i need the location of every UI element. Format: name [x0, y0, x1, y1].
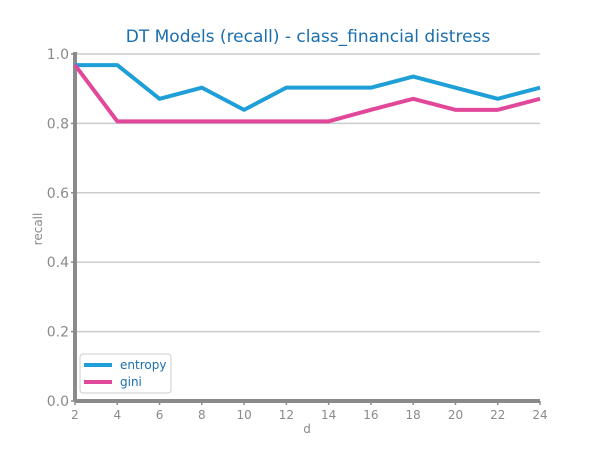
x-tick-label: 14 — [321, 408, 336, 422]
x-tick-label: 10 — [236, 408, 251, 422]
grid-lines — [75, 53, 540, 333]
legend-label-gini: gini — [120, 375, 142, 389]
x-tick-label: 8 — [198, 408, 206, 422]
legend: entropy gini — [79, 353, 172, 394]
series-line-entropy — [75, 63, 541, 112]
x-tick-label: 4 — [113, 408, 121, 422]
chart-title: DT Models (recall) - class_financial dis… — [126, 27, 491, 47]
series-line-gini — [73, 63, 541, 124]
x-tick-label: 18 — [406, 408, 421, 422]
axes: 0.00.20.40.60.81.02 4 6 8 10 12 14 16 18 20 22 24 — [47, 47, 548, 422]
y-tick-label: 1.0 — [47, 47, 69, 63]
y-tick-label: 0.4 — [47, 255, 69, 271]
y-tick-label: 0.2 — [47, 325, 69, 341]
y-axis-label: recall — [31, 213, 45, 246]
y-tick-label: 0.8 — [47, 116, 69, 132]
x-tick-label: 16 — [363, 408, 378, 422]
x-tick-label: 12 — [279, 408, 294, 422]
x-tick-label: 22 — [490, 408, 505, 422]
y-tick-label: 0.6 — [47, 186, 69, 202]
x-tick-label: 24 — [532, 408, 547, 422]
x-tick-label: 20 — [448, 408, 463, 422]
x-axis-label: d — [303, 422, 311, 436]
legend-label-entropy: entropy — [120, 358, 166, 372]
y-tick-label: 0.0 — [47, 394, 69, 410]
x-tick-label: 2 — [71, 408, 79, 422]
x-tick-label: 6 — [156, 408, 164, 422]
series-lines — [73, 63, 541, 124]
